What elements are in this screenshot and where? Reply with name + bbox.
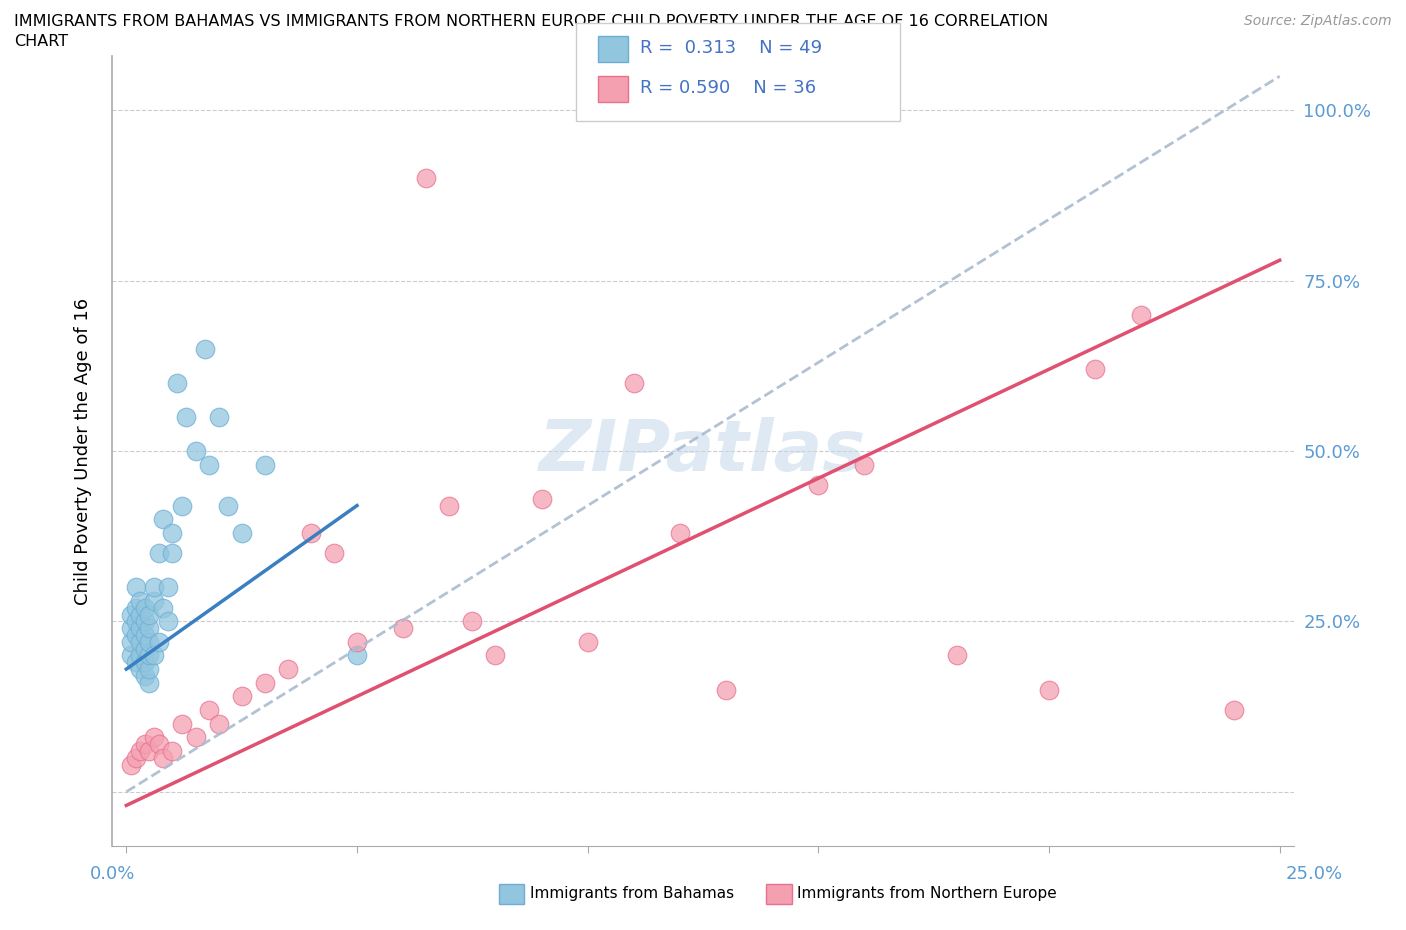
Point: [392, 621, 415, 636]
Point: [576, 634, 599, 649]
Point: [129, 593, 152, 608]
Point: [484, 648, 506, 663]
Point: [253, 458, 276, 472]
Point: [415, 171, 437, 186]
Point: [207, 409, 229, 424]
Point: [143, 648, 166, 663]
Point: [129, 743, 152, 758]
Point: [714, 682, 737, 697]
Point: [162, 546, 184, 561]
Point: [138, 607, 160, 622]
Point: [152, 601, 174, 616]
Point: [277, 661, 299, 676]
Point: [156, 614, 179, 629]
Point: [231, 689, 253, 704]
Point: [129, 648, 152, 663]
Point: [124, 601, 146, 616]
Point: [162, 525, 184, 540]
Point: [217, 498, 239, 513]
Point: [152, 751, 174, 765]
Point: [134, 737, 156, 751]
Point: [623, 376, 645, 391]
Point: [129, 607, 152, 622]
Point: [184, 730, 207, 745]
Point: [322, 546, 346, 561]
Point: [198, 458, 221, 472]
Point: [124, 614, 146, 629]
Point: [346, 648, 368, 663]
Point: [299, 525, 322, 540]
Point: [530, 491, 553, 506]
Point: [945, 648, 967, 663]
Point: [129, 634, 152, 649]
Point: [461, 614, 484, 629]
Point: [120, 607, 142, 622]
Point: [152, 512, 174, 526]
Point: [124, 751, 146, 765]
Point: [346, 634, 368, 649]
Text: 25.0%: 25.0%: [1286, 865, 1343, 883]
Point: [170, 716, 193, 731]
Point: [124, 628, 146, 643]
Point: [669, 525, 692, 540]
Y-axis label: Child Poverty Under the Age of 16: Child Poverty Under the Age of 16: [73, 298, 91, 604]
Text: R = 0.590    N = 36: R = 0.590 N = 36: [640, 79, 815, 98]
Text: IMMIGRANTS FROM BAHAMAS VS IMMIGRANTS FROM NORTHERN EUROPE CHILD POVERTY UNDER T: IMMIGRANTS FROM BAHAMAS VS IMMIGRANTS FR…: [14, 14, 1049, 29]
Text: ZIPatlas: ZIPatlas: [540, 417, 866, 485]
Text: Source: ZipAtlas.com: Source: ZipAtlas.com: [1244, 14, 1392, 28]
Point: [143, 730, 166, 745]
Point: [148, 634, 170, 649]
Point: [156, 580, 179, 595]
Point: [1084, 362, 1107, 377]
Point: [134, 655, 156, 670]
Point: [231, 525, 253, 540]
Point: [138, 743, 160, 758]
Point: [853, 458, 876, 472]
Point: [148, 737, 170, 751]
Point: [138, 648, 160, 663]
Point: [138, 634, 160, 649]
Point: [166, 376, 188, 391]
Point: [253, 675, 276, 690]
Point: [143, 580, 166, 595]
Point: [134, 628, 156, 643]
Point: [120, 621, 142, 636]
Point: [148, 546, 170, 561]
Point: [1038, 682, 1060, 697]
Point: [174, 409, 197, 424]
Point: [807, 478, 830, 493]
Text: R =  0.313    N = 49: R = 0.313 N = 49: [640, 39, 823, 58]
Point: [138, 661, 160, 676]
Point: [134, 601, 156, 616]
Text: 0.0%: 0.0%: [90, 865, 135, 883]
Point: [120, 634, 142, 649]
Point: [120, 757, 142, 772]
Point: [138, 675, 160, 690]
Point: [124, 655, 146, 670]
Point: [134, 614, 156, 629]
Text: Immigrants from Northern Europe: Immigrants from Northern Europe: [797, 886, 1057, 901]
Point: [198, 702, 221, 717]
Text: CHART: CHART: [14, 34, 67, 49]
Point: [170, 498, 193, 513]
Text: Immigrants from Bahamas: Immigrants from Bahamas: [530, 886, 734, 901]
Point: [129, 661, 152, 676]
Point: [120, 648, 142, 663]
Point: [124, 580, 146, 595]
Point: [138, 621, 160, 636]
Point: [1130, 307, 1153, 322]
Point: [134, 669, 156, 684]
Point: [439, 498, 461, 513]
Point: [184, 444, 207, 458]
Point: [129, 621, 152, 636]
Point: [162, 743, 184, 758]
Point: [134, 642, 156, 657]
Point: [143, 593, 166, 608]
Point: [194, 341, 217, 356]
Point: [207, 716, 229, 731]
Point: [1222, 702, 1244, 717]
